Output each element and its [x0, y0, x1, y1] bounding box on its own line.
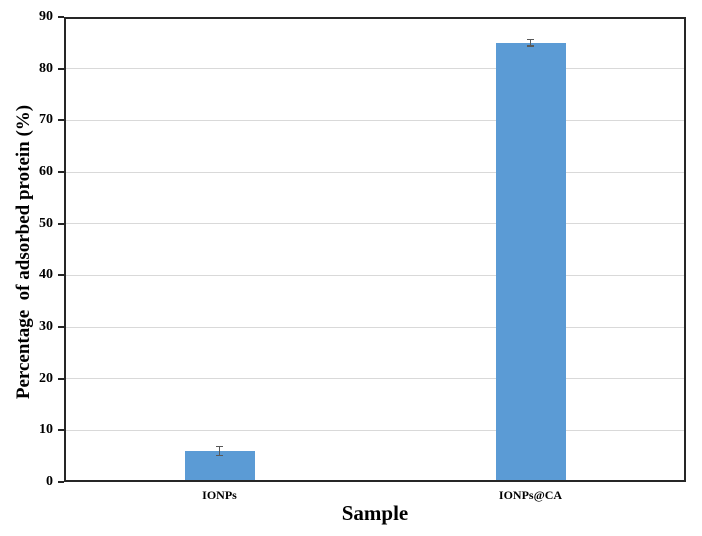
x-axis-labels: IONPs IONPs@CA [64, 482, 686, 504]
gridline [64, 378, 686, 380]
x-axis-title: Sample [341, 501, 409, 525]
y-tick [58, 326, 64, 328]
y-tick [58, 67, 64, 70]
gridline [64, 326, 686, 328]
y-tick-label: 0 [46, 474, 53, 489]
x-tick-label: IONPs [202, 488, 237, 502]
y-tick-label: 70 [39, 112, 53, 128]
bar-ionps-ca [495, 42, 566, 482]
gridline [64, 68, 686, 70]
y-tick [58, 377, 64, 380]
plot-area [64, 17, 686, 482]
gridline [64, 171, 686, 173]
y-tick [58, 274, 64, 277]
y-tick [58, 16, 64, 18]
y-tick-label: 50 [39, 215, 53, 231]
y-tick-label: 60 [39, 164, 53, 179]
error-bar-cap-top [527, 38, 534, 41]
y-axis: 0 10 20 30 40 50 60 70 80 90 [0, 10, 64, 489]
x-tick-label: IONPs@CA [498, 488, 563, 502]
y-tick [58, 481, 64, 483]
error-bar-cap-bottom [216, 454, 223, 457]
y-tick-label: 40 [39, 267, 53, 283]
gridline [64, 223, 686, 225]
y-tick-label: 90 [39, 9, 53, 24]
gridline [64, 274, 686, 276]
error-bar-cap-top [216, 445, 223, 448]
gridline [64, 429, 686, 431]
error-bar-line [529, 38, 532, 47]
y-tick-label: 10 [39, 422, 53, 438]
y-tick-label: 30 [39, 319, 53, 334]
error-bar-cap-bottom [527, 45, 534, 47]
error-bar-line [218, 445, 221, 457]
y-tick-label: 20 [39, 370, 53, 386]
y-tick [58, 429, 64, 432]
gridline [64, 119, 686, 121]
y-tick-label: 80 [39, 60, 53, 76]
y-tick [58, 119, 64, 122]
y-tick [58, 222, 64, 225]
y-tick [58, 171, 64, 173]
